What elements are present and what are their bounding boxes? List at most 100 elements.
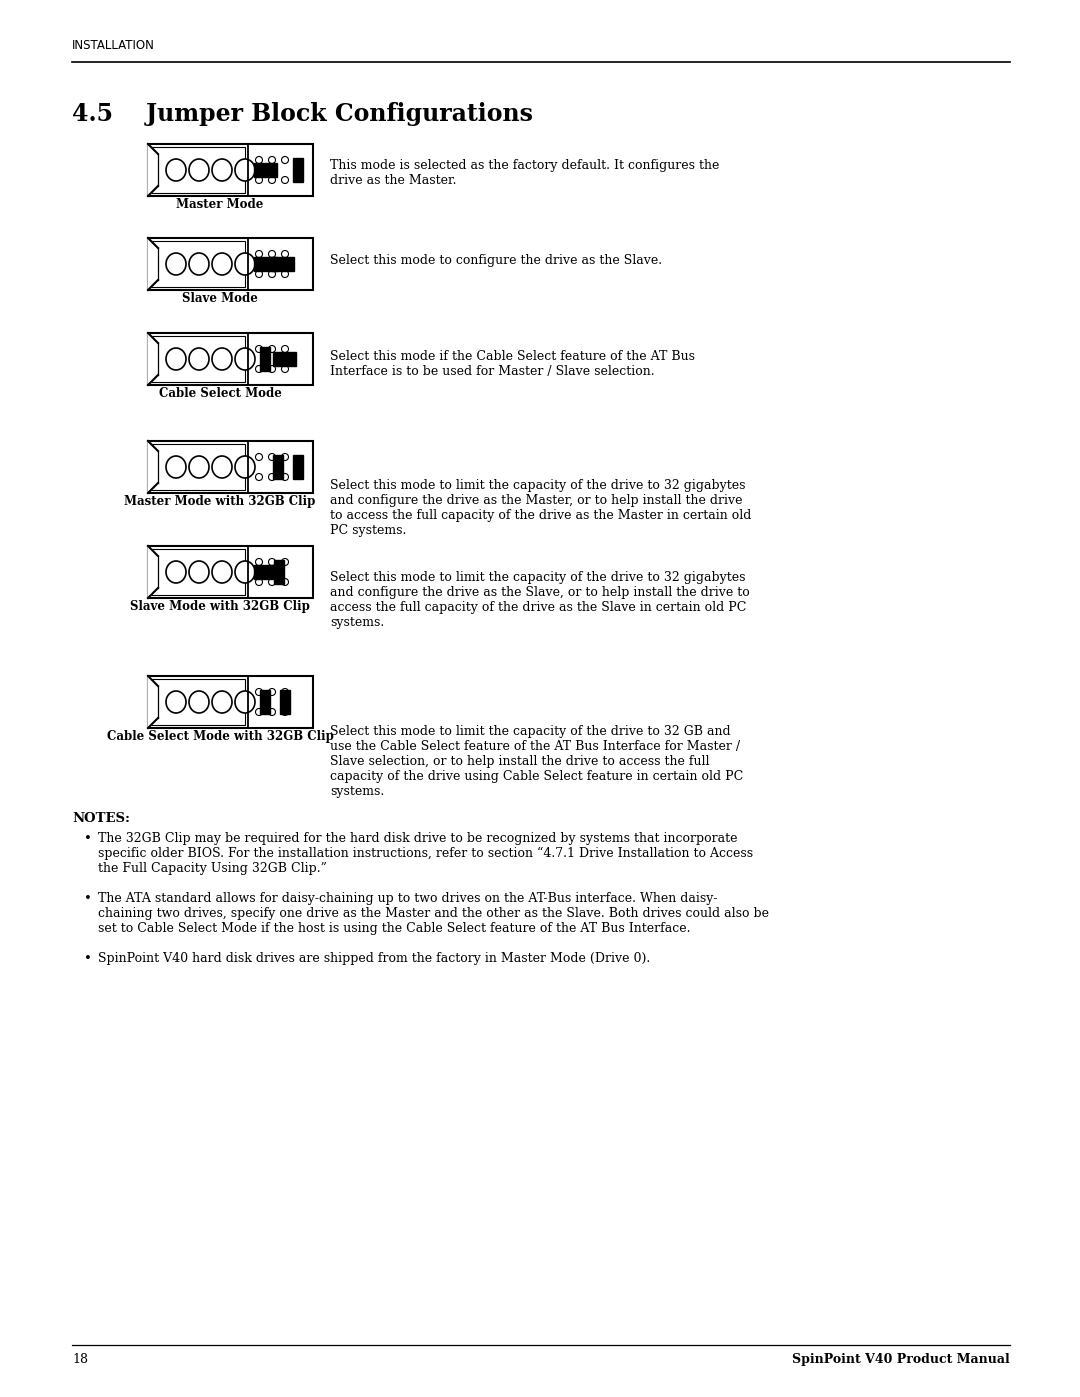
- Circle shape: [269, 559, 275, 566]
- Text: NOTES:: NOTES:: [72, 812, 130, 826]
- Circle shape: [256, 176, 262, 183]
- Bar: [151, 549, 245, 595]
- Bar: [273, 455, 283, 479]
- Text: Select this mode if the Cable Select feature of the AT Bus
Interface is to be us: Select this mode if the Cable Select fea…: [330, 351, 696, 379]
- Text: Cable Select Mode: Cable Select Mode: [159, 387, 282, 400]
- Circle shape: [282, 156, 288, 163]
- Circle shape: [282, 250, 288, 257]
- Bar: [293, 455, 303, 479]
- Bar: [254, 257, 276, 271]
- Polygon shape: [148, 676, 158, 728]
- Ellipse shape: [189, 562, 210, 583]
- Ellipse shape: [166, 348, 186, 370]
- Ellipse shape: [189, 455, 210, 478]
- Ellipse shape: [166, 253, 186, 275]
- Text: Select this mode to limit the capacity of the drive to 32 gigabytes
and configur: Select this mode to limit the capacity o…: [330, 571, 750, 629]
- Text: Slave Mode: Slave Mode: [183, 292, 258, 305]
- Ellipse shape: [212, 455, 232, 478]
- Ellipse shape: [189, 253, 210, 275]
- Text: 18: 18: [72, 1354, 87, 1366]
- Text: Master Mode with 32GB Clip: Master Mode with 32GB Clip: [124, 495, 315, 509]
- Circle shape: [256, 156, 262, 163]
- Text: SpinPoint V40 hard disk drives are shipped from the factory in Master Mode (Driv: SpinPoint V40 hard disk drives are shipp…: [98, 951, 650, 965]
- Bar: [148, 144, 313, 196]
- Circle shape: [256, 559, 262, 566]
- Circle shape: [256, 578, 262, 585]
- Text: Cable Select Mode with 32GB Clip: Cable Select Mode with 32GB Clip: [107, 731, 334, 743]
- Ellipse shape: [189, 692, 210, 712]
- Circle shape: [269, 176, 275, 183]
- Ellipse shape: [235, 455, 255, 478]
- Bar: [148, 676, 313, 728]
- Circle shape: [256, 271, 262, 278]
- Circle shape: [256, 366, 262, 373]
- Circle shape: [269, 689, 275, 696]
- Bar: [151, 242, 245, 286]
- Ellipse shape: [212, 692, 232, 712]
- Text: Select this mode to configure the drive as the Slave.: Select this mode to configure the drive …: [330, 254, 662, 267]
- Polygon shape: [148, 332, 158, 386]
- Ellipse shape: [235, 348, 255, 370]
- Bar: [271, 257, 294, 271]
- Circle shape: [256, 689, 262, 696]
- Text: INSTALLATION: INSTALLATION: [72, 39, 154, 52]
- Bar: [254, 163, 276, 177]
- Text: 4.5    Jumper Block Configurations: 4.5 Jumper Block Configurations: [72, 102, 534, 126]
- Ellipse shape: [166, 692, 186, 712]
- Ellipse shape: [212, 348, 232, 370]
- Circle shape: [269, 250, 275, 257]
- Bar: [280, 690, 291, 714]
- Text: •: •: [84, 833, 92, 845]
- Circle shape: [269, 578, 275, 585]
- Ellipse shape: [235, 562, 255, 583]
- Ellipse shape: [235, 159, 255, 182]
- Circle shape: [282, 708, 288, 715]
- Circle shape: [256, 250, 262, 257]
- Text: •: •: [84, 951, 92, 965]
- Bar: [293, 158, 303, 182]
- Bar: [148, 441, 313, 493]
- Circle shape: [269, 156, 275, 163]
- Text: •: •: [84, 893, 92, 905]
- Ellipse shape: [212, 253, 232, 275]
- Bar: [148, 332, 313, 386]
- Ellipse shape: [212, 159, 232, 182]
- Ellipse shape: [166, 562, 186, 583]
- Bar: [148, 237, 313, 291]
- Text: SpinPoint V40 Product Manual: SpinPoint V40 Product Manual: [793, 1354, 1010, 1366]
- Circle shape: [282, 271, 288, 278]
- Ellipse shape: [189, 159, 210, 182]
- Circle shape: [282, 176, 288, 183]
- Circle shape: [269, 708, 275, 715]
- Text: Select this mode to limit the capacity of the drive to 32 gigabytes
and configur: Select this mode to limit the capacity o…: [330, 479, 752, 536]
- Bar: [254, 564, 276, 578]
- Ellipse shape: [235, 253, 255, 275]
- Bar: [151, 337, 245, 381]
- Circle shape: [269, 454, 275, 461]
- Bar: [151, 444, 245, 490]
- Bar: [151, 147, 245, 193]
- Text: This mode is selected as the factory default. It configures the
drive as the Mas: This mode is selected as the factory def…: [330, 159, 719, 187]
- Circle shape: [256, 708, 262, 715]
- Polygon shape: [148, 144, 158, 196]
- Polygon shape: [148, 237, 158, 291]
- Ellipse shape: [212, 562, 232, 583]
- Text: Select this mode to limit the capacity of the drive to 32 GB and
use the Cable S: Select this mode to limit the capacity o…: [330, 725, 743, 798]
- Bar: [260, 346, 270, 372]
- Bar: [260, 690, 270, 714]
- Circle shape: [282, 559, 288, 566]
- Circle shape: [269, 474, 275, 481]
- Circle shape: [269, 271, 275, 278]
- Ellipse shape: [166, 159, 186, 182]
- Circle shape: [282, 366, 288, 373]
- Circle shape: [256, 474, 262, 481]
- Circle shape: [282, 689, 288, 696]
- Bar: [151, 679, 245, 725]
- Polygon shape: [148, 546, 158, 598]
- Text: The ATA standard allows for daisy-chaining up to two drives on the AT-Bus interf: The ATA standard allows for daisy-chaini…: [98, 893, 769, 935]
- Ellipse shape: [166, 455, 186, 478]
- Circle shape: [282, 474, 288, 481]
- Text: Master Mode: Master Mode: [176, 198, 264, 211]
- Text: Slave Mode with 32GB Clip: Slave Mode with 32GB Clip: [130, 599, 310, 613]
- Circle shape: [282, 578, 288, 585]
